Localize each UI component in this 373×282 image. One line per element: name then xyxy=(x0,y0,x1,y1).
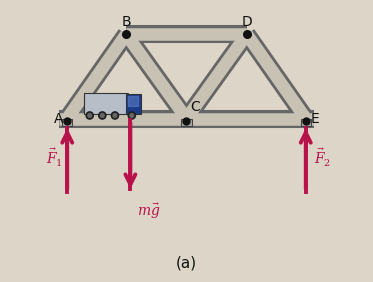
Bar xyxy=(84,93,128,114)
Circle shape xyxy=(86,112,93,119)
Text: E: E xyxy=(310,112,319,125)
Text: D: D xyxy=(241,15,252,29)
Bar xyxy=(181,118,192,125)
Circle shape xyxy=(100,114,104,117)
Circle shape xyxy=(99,112,106,119)
Circle shape xyxy=(88,114,91,117)
Circle shape xyxy=(111,112,119,119)
Text: C: C xyxy=(190,100,200,114)
Text: (a): (a) xyxy=(176,255,197,270)
Circle shape xyxy=(113,114,117,117)
Text: B: B xyxy=(121,15,131,29)
Text: $\vec{F}_1$: $\vec{F}_1$ xyxy=(46,147,63,169)
Bar xyxy=(301,118,311,125)
Polygon shape xyxy=(128,96,138,106)
Text: $\vec{F}_2$: $\vec{F}_2$ xyxy=(314,147,332,169)
Circle shape xyxy=(128,112,135,119)
Text: $m\vec{g}$: $m\vec{g}$ xyxy=(137,201,161,221)
Text: A: A xyxy=(53,112,63,125)
Bar xyxy=(62,118,72,125)
Circle shape xyxy=(130,114,134,117)
FancyBboxPatch shape xyxy=(126,94,141,113)
